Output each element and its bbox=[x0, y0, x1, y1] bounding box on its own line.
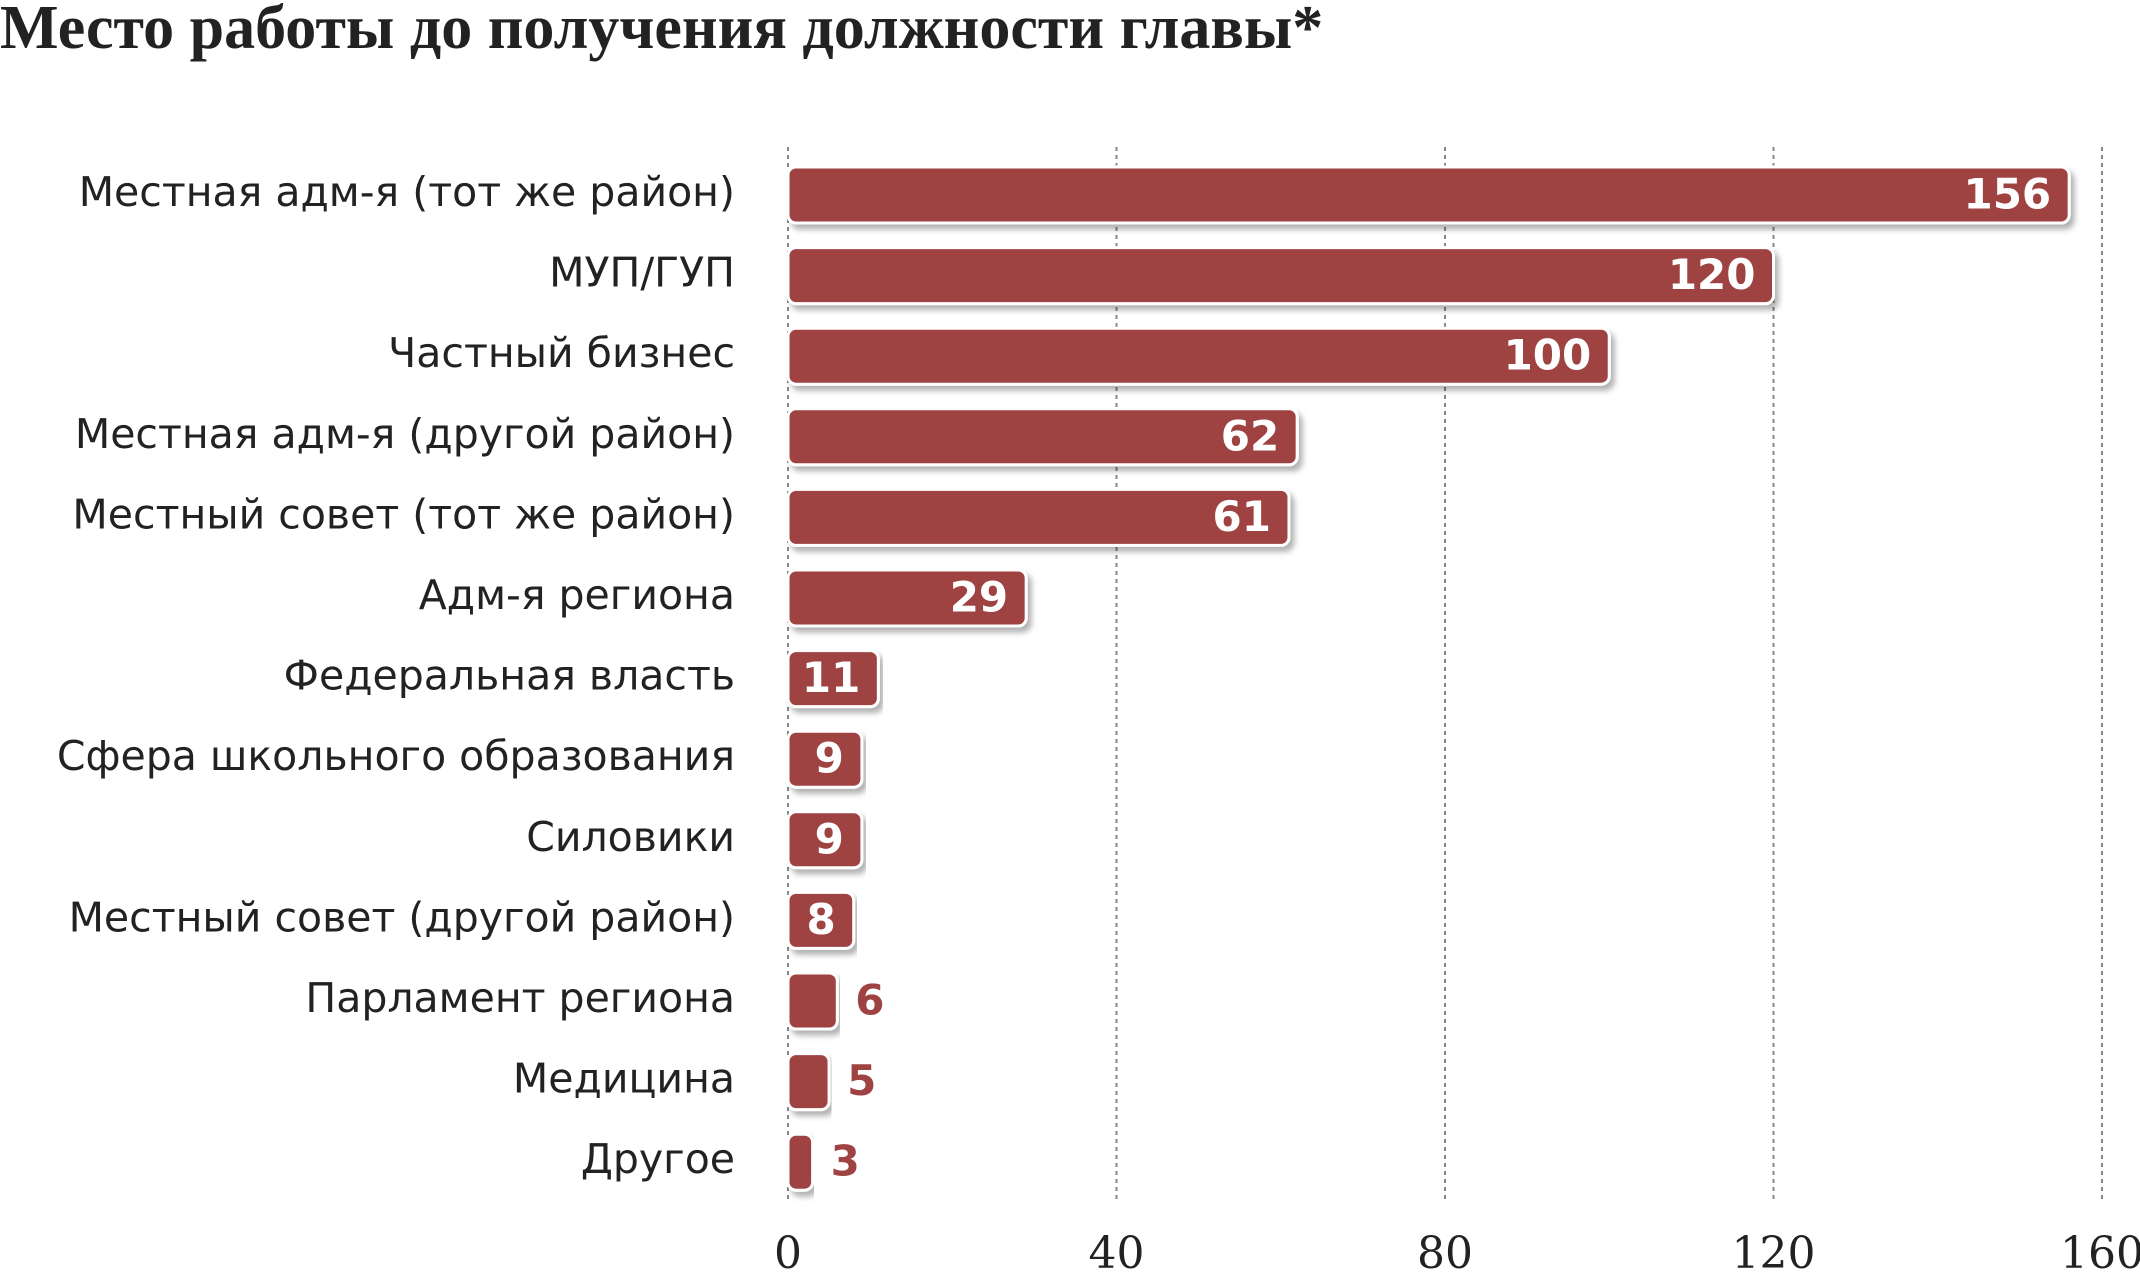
y-tick-label: Другое bbox=[581, 1135, 735, 1183]
bar bbox=[786, 971, 839, 1031]
bar bbox=[786, 246, 1775, 306]
y-tick-label: Адм-я региона bbox=[419, 571, 735, 619]
y-tick-label: Местная адм-я (другой район) bbox=[75, 410, 735, 458]
bar bbox=[786, 729, 864, 789]
y-tick-label: Федеральная власть bbox=[284, 652, 735, 700]
bar bbox=[786, 890, 856, 950]
value-label: 156 bbox=[1963, 170, 2051, 219]
value-label: 29 bbox=[950, 573, 1008, 622]
bar bbox=[786, 326, 1611, 386]
value-label: 3 bbox=[831, 1137, 860, 1186]
y-tick-label: Парламент региона bbox=[305, 974, 735, 1022]
value-label: 62 bbox=[1221, 411, 1279, 460]
x-tick-label: 80 bbox=[1417, 1228, 1473, 1274]
y-tick-label: Силовики bbox=[526, 813, 735, 861]
y-tick-label: Местная адм-я (тот же район) bbox=[79, 168, 735, 216]
value-label: 120 bbox=[1668, 250, 1756, 299]
y-tick-label: Медицина bbox=[513, 1055, 735, 1103]
value-label: 11 bbox=[802, 653, 860, 702]
bar bbox=[786, 568, 1028, 628]
x-tick-label: 40 bbox=[1089, 1228, 1145, 1274]
bar bbox=[786, 649, 880, 709]
y-tick-label: Сфера школьного образования bbox=[57, 732, 735, 780]
bar bbox=[786, 1052, 831, 1112]
bar bbox=[786, 487, 1291, 547]
value-label: 5 bbox=[847, 1056, 876, 1105]
bar bbox=[786, 810, 864, 870]
x-tick-label: 0 bbox=[774, 1228, 802, 1274]
x-tick-label: 120 bbox=[1732, 1228, 1816, 1274]
y-tick-label: МУП/ГУП bbox=[549, 249, 735, 297]
y-tick-label: Местный совет (другой район) bbox=[69, 893, 735, 941]
value-label: 6 bbox=[855, 976, 884, 1025]
bar bbox=[786, 407, 1299, 467]
x-tick-label: 160 bbox=[2060, 1228, 2140, 1274]
bar bbox=[786, 165, 2071, 225]
value-label: 9 bbox=[815, 814, 844, 863]
y-tick-label: Местный совет (тот же район) bbox=[72, 490, 735, 538]
chart-title: Место работы до получения должности глав… bbox=[0, 0, 1323, 62]
bar bbox=[786, 1132, 815, 1192]
y-tick-label: Частный бизнес bbox=[388, 329, 735, 377]
value-label: 8 bbox=[806, 895, 835, 944]
value-label: 9 bbox=[815, 734, 844, 783]
value-label: 100 bbox=[1504, 331, 1592, 380]
value-label: 61 bbox=[1213, 492, 1271, 541]
